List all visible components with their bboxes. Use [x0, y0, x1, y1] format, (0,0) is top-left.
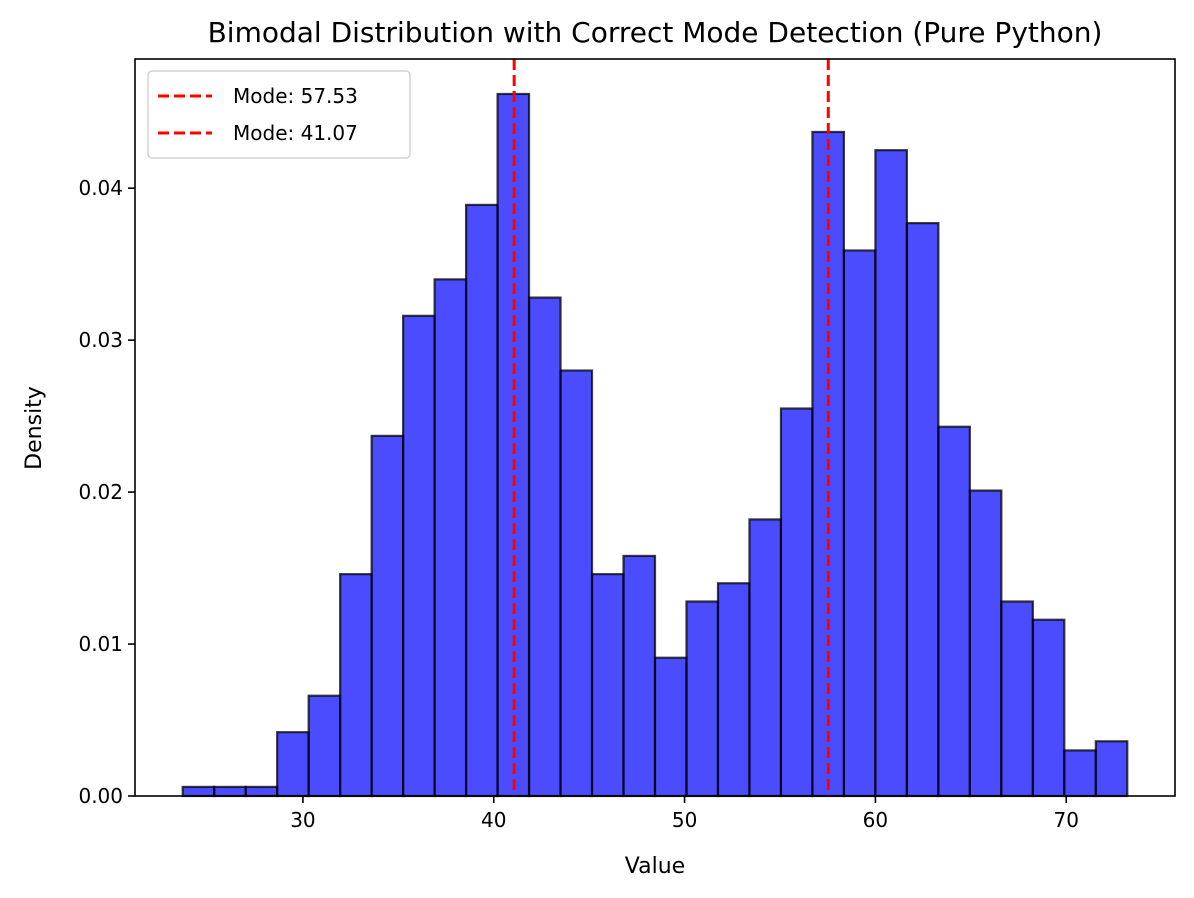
- histogram-bar: [842, 249, 877, 798]
- x-tick-label: 50: [672, 808, 697, 832]
- histogram-bar: [748, 518, 783, 798]
- histogram-bar: [307, 694, 342, 798]
- plot-area-frame: [134, 58, 1176, 797]
- histogram-bar: [433, 278, 468, 798]
- histogram-bar: [464, 203, 499, 798]
- y-tick-label: 0.04: [78, 176, 123, 200]
- histogram-bar: [1031, 618, 1066, 798]
- histogram-bar: [181, 785, 216, 798]
- mode-lines: [512, 59, 830, 796]
- histogram-bar: [874, 149, 908, 798]
- histogram-bar: [590, 573, 625, 798]
- histogram-bar: [339, 573, 373, 798]
- x-tick-label: 30: [290, 808, 315, 832]
- histogram-bar: [402, 314, 436, 798]
- y-tick-label: 0.00: [78, 784, 123, 808]
- legend-label: Mode: 41.07: [233, 121, 358, 145]
- histogram-bar: [1000, 600, 1034, 798]
- histogram-bar: [370, 434, 405, 798]
- legend-frame: [147, 70, 411, 159]
- histogram-bar: [1063, 749, 1097, 798]
- x-axis-label: Value: [625, 854, 685, 879]
- y-axis-ticks: 0.00 0.01 0.02 0.03 0.04: [78, 176, 135, 808]
- histogram-bar: [1094, 740, 1129, 798]
- histogram-bar: [653, 656, 688, 798]
- y-tick-label: 0.02: [78, 480, 123, 504]
- histogram-bar: [244, 785, 279, 798]
- legend: Mode: 57.53 Mode: 41.07: [147, 70, 411, 159]
- y-tick-label: 0.01: [78, 632, 123, 656]
- histogram-bar: [527, 296, 562, 798]
- histogram-bar: [276, 731, 310, 798]
- histogram-bar: [559, 369, 594, 798]
- chart-title: Bimodal Distribution with Correct Mode D…: [208, 16, 1103, 49]
- histogram-bar: [622, 554, 657, 798]
- histogram-bar: [716, 582, 751, 798]
- x-tick-label: 60: [863, 808, 888, 832]
- x-tick-label: 70: [1054, 808, 1079, 832]
- x-tick-label: 40: [481, 808, 506, 832]
- histogram-bar: [968, 489, 1003, 798]
- histogram-bar: [937, 425, 971, 798]
- histogram-bar: [779, 407, 814, 798]
- y-axis-label: Density: [22, 386, 47, 470]
- y-tick-label: 0.03: [78, 328, 123, 352]
- histogram-bar: [213, 785, 247, 798]
- histogram-bar: [685, 600, 720, 798]
- histogram-bar: [905, 222, 940, 798]
- x-axis-ticks: 30 40 50 60 70: [290, 796, 1079, 832]
- legend-label: Mode: 57.53: [233, 84, 358, 108]
